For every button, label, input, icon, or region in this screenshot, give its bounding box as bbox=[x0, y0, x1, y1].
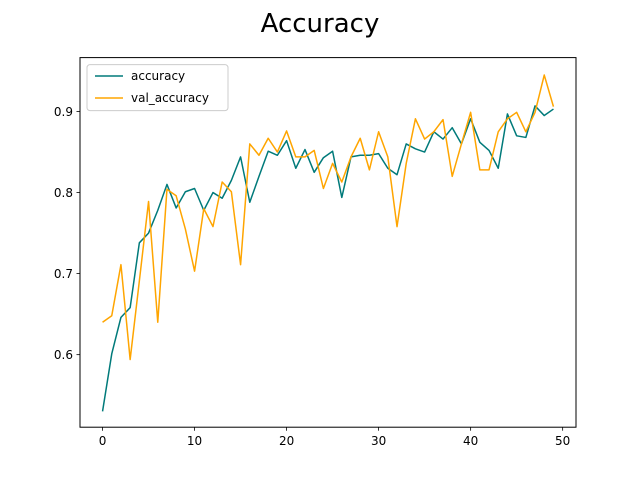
x-tick-label: 50 bbox=[555, 434, 570, 448]
x-tick-label: 10 bbox=[187, 434, 202, 448]
x-tick-label: 0 bbox=[99, 434, 107, 448]
series-line-val-accuracy bbox=[102, 74, 555, 361]
chart-title: Accuracy bbox=[261, 9, 380, 39]
x-tick-label: 40 bbox=[463, 434, 478, 448]
plot-lines bbox=[101, 74, 555, 412]
y-axis-ticks: 0.6 0.7 0.8 0.9 bbox=[54, 105, 80, 362]
y-tick-label: 0.7 bbox=[54, 267, 73, 281]
y-tick-label: 0.8 bbox=[54, 186, 73, 200]
legend: accuracy val_accuracy bbox=[86, 64, 229, 112]
plot-area-frame bbox=[79, 57, 577, 428]
legend-label-val-accuracy: val_accuracy bbox=[131, 91, 209, 105]
x-tick-label: 30 bbox=[371, 434, 386, 448]
x-tick-label: 20 bbox=[279, 434, 294, 448]
series-line-accuracy bbox=[101, 105, 554, 412]
x-axis-ticks: 0 10 20 30 40 50 bbox=[99, 427, 570, 448]
legend-label-accuracy: accuracy bbox=[131, 69, 185, 83]
y-tick-label: 0.6 bbox=[54, 348, 73, 362]
y-tick-label: 0.9 bbox=[54, 105, 73, 119]
